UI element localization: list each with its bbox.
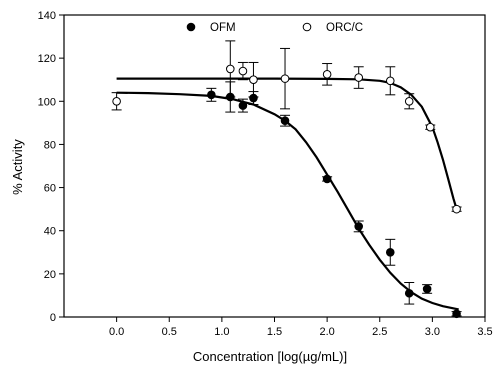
x-axis-label: Concentration [log(µg/mL)] [193,349,347,364]
x-tick-label: 2.0 [319,326,334,338]
data-point-ofm [322,174,332,184]
data-point-orcc [280,74,290,83]
data-point-ofm [452,309,461,319]
data-point-orcc [354,73,364,82]
x-tick-label: 1.0 [214,326,229,338]
legend-label-orcc: ORC/C [326,22,363,34]
plot-frame [63,14,486,318]
data-point-ofm [385,247,395,257]
x-tick-label: 0.5 [162,326,177,338]
y-tick-label: 120 [38,53,56,65]
fit-curves [116,77,459,311]
fit-curve-ofm [116,91,459,311]
y-tick-label: 60 [44,183,56,195]
data-point-orcc [112,96,121,106]
x-tick-label: 2.5 [372,326,387,338]
fit-curve-orcc [116,77,458,210]
legend-marker-ofm [186,22,196,32]
data-point-orcc [225,64,235,74]
data-point-ofm [225,92,235,102]
data-point-orcc [404,96,414,106]
y-tick-label: 80 [44,139,56,151]
data-point-orcc [322,70,332,79]
data-point-orcc [452,204,461,214]
x-tick-label: 1.5 [267,326,282,338]
data-point-ofm [404,288,414,298]
legend: OFM ORC/C [186,22,363,34]
legend-marker-orcc [302,22,312,32]
data-point-ofm [207,90,216,100]
data-point-ofm [422,284,432,294]
x-tick-label: 0.0 [109,326,124,338]
y-tick-label: 40 [44,226,56,238]
data-points [112,64,461,319]
data-point-orcc [385,76,395,86]
y-axis-ticks: 0 20 40 60 80 100 120 140 [38,10,64,324]
data-point-ofm [238,101,248,110]
data-point-orcc [238,66,248,76]
y-tick-label: 0 [50,312,56,324]
data-point-ofm [280,116,290,125]
plot-area-border [63,14,486,318]
x-tick-label: 3.0 [425,326,440,338]
x-axis-ticks: 0.0 0.5 1.0 1.5 2.0 2.5 3.0 3.5 [109,317,493,338]
data-point-orcc [249,75,258,85]
data-point-ofm [249,93,258,103]
data-point-ofm [354,222,364,231]
y-tick-label: 100 [38,96,56,108]
y-tick-label: 20 [44,269,56,281]
y-axis-label: % Activity [10,139,25,195]
x-tick-label: 3.5 [477,326,492,338]
y-tick-label: 140 [38,10,56,22]
data-point-orcc [425,122,435,132]
legend-label-ofm: OFM [210,22,236,34]
